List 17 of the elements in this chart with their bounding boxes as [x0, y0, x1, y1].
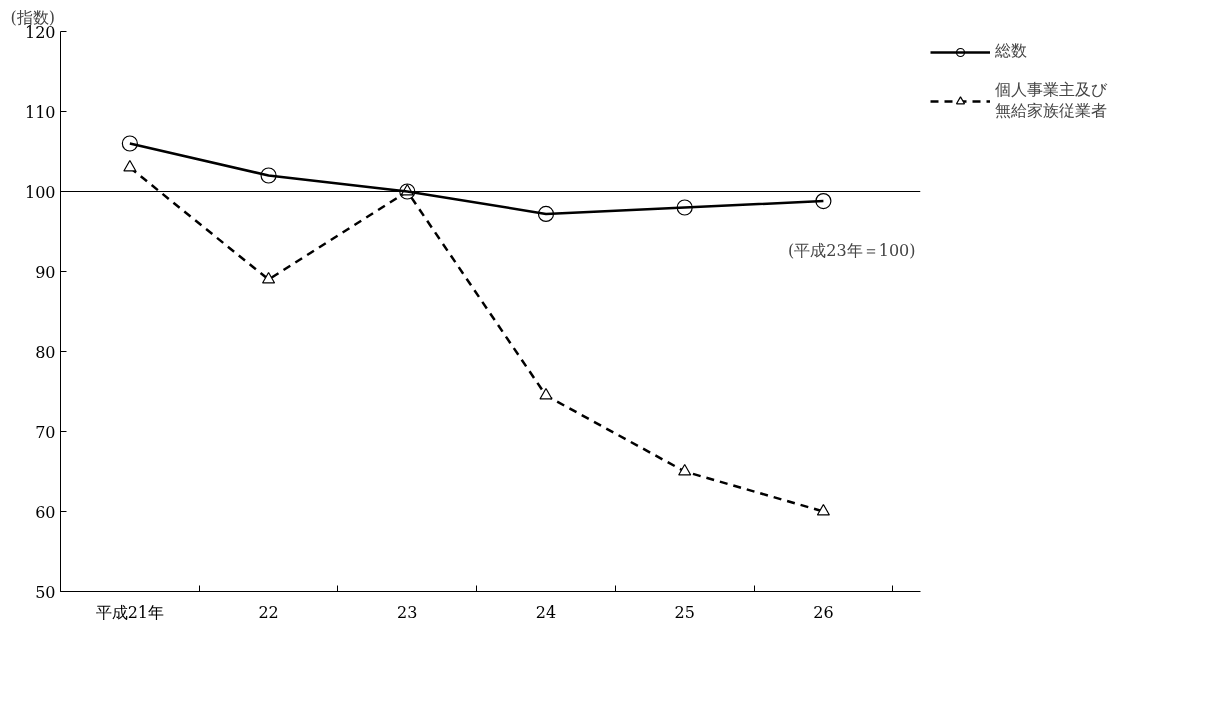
x-tick-label: 23 — [397, 602, 418, 622]
x-tick-label: 平成21年 — [95, 602, 165, 622]
y-tick-label: 60 — [35, 502, 56, 522]
y-tick-label: 80 — [35, 342, 56, 362]
x-tick-label: 24 — [535, 602, 557, 622]
y-tick-label: 100 — [24, 182, 56, 202]
x-tick-label: 26 — [813, 602, 834, 622]
legend-label: 総数 — [995, 41, 1027, 62]
x-tick-label: 25 — [674, 602, 695, 622]
y-tick-label: 50 — [35, 582, 56, 602]
y-axis-title: (指数) — [10, 7, 55, 27]
y-tick-label: 110 — [24, 102, 56, 122]
legend-label: 個人事業主及び無給家族従業者 — [995, 80, 1107, 122]
y-tick-label: 70 — [35, 422, 56, 442]
x-tick-label: 22 — [258, 602, 279, 622]
annotation: (平成23年＝100) — [788, 240, 916, 260]
y-tick-label: 90 — [35, 262, 56, 282]
